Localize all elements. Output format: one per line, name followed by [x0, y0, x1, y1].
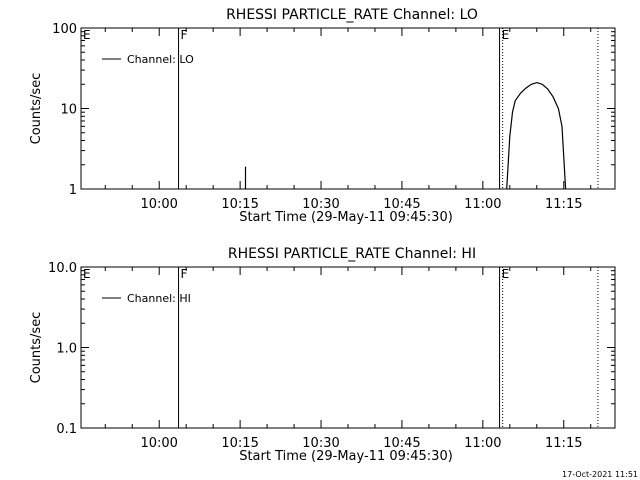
x-tick-label: 11:15: [545, 197, 582, 212]
y-axis-label: Counts/sec: [29, 312, 44, 384]
x-tick-label: 10:15: [221, 436, 258, 451]
y-tick-label: 1.0: [56, 342, 77, 357]
panel-1: RHESSI PARTICLE_RATE Channel: LO 1 10 100 10…: [29, 7, 616, 225]
y-axis-label: Counts/sec: [29, 73, 44, 145]
x-tick-label: 10:00: [140, 197, 177, 212]
x-tick-label: 10:00: [140, 436, 177, 451]
footer-timestamp: 17-Oct-2021 11:51: [562, 470, 638, 479]
chart-title: RHESSI PARTICLE_RATE Channel: LO: [226, 7, 478, 23]
x-tick-label: 10:30: [302, 436, 339, 451]
marker-label: F: [181, 28, 188, 42]
marker-label: E: [83, 267, 91, 281]
x-axis-label: Start Time (29-May-11 09:45:30): [239, 210, 453, 225]
y-tick-label: 0.1: [56, 422, 77, 437]
marker-label: E: [502, 28, 510, 42]
x-axis-label: Start Time (29-May-11 09:45:30): [239, 449, 453, 464]
x-tick-label: 11:15: [545, 436, 582, 451]
y-tick-label: 10: [60, 103, 77, 118]
x-tick-label: 10:15: [221, 197, 258, 212]
y-tick-label: 10.0: [48, 261, 77, 276]
marker-label: E: [502, 267, 510, 281]
x-tick-label: 11:00: [464, 436, 501, 451]
x-tick-label: 10:45: [383, 197, 420, 212]
marker-label: E: [83, 28, 91, 42]
x-tick-label: 10:45: [383, 436, 420, 451]
legend-label: Channel: LO: [127, 53, 194, 66]
panel-2: RHESSI PARTICLE_RATE Channel: HI 0.1 1.0 10…: [29, 246, 616, 464]
legend-label: Channel: HI: [127, 292, 191, 305]
marker-label: F: [181, 267, 188, 281]
chart-title: RHESSI PARTICLE_RATE Channel: HI: [228, 246, 476, 262]
y-tick-label: 100: [52, 22, 77, 37]
x-tick-label: 10:30: [302, 197, 339, 212]
series-line: [506, 81, 567, 190]
y-tick-label: 1: [69, 183, 77, 198]
x-tick-label: 11:00: [464, 197, 501, 212]
